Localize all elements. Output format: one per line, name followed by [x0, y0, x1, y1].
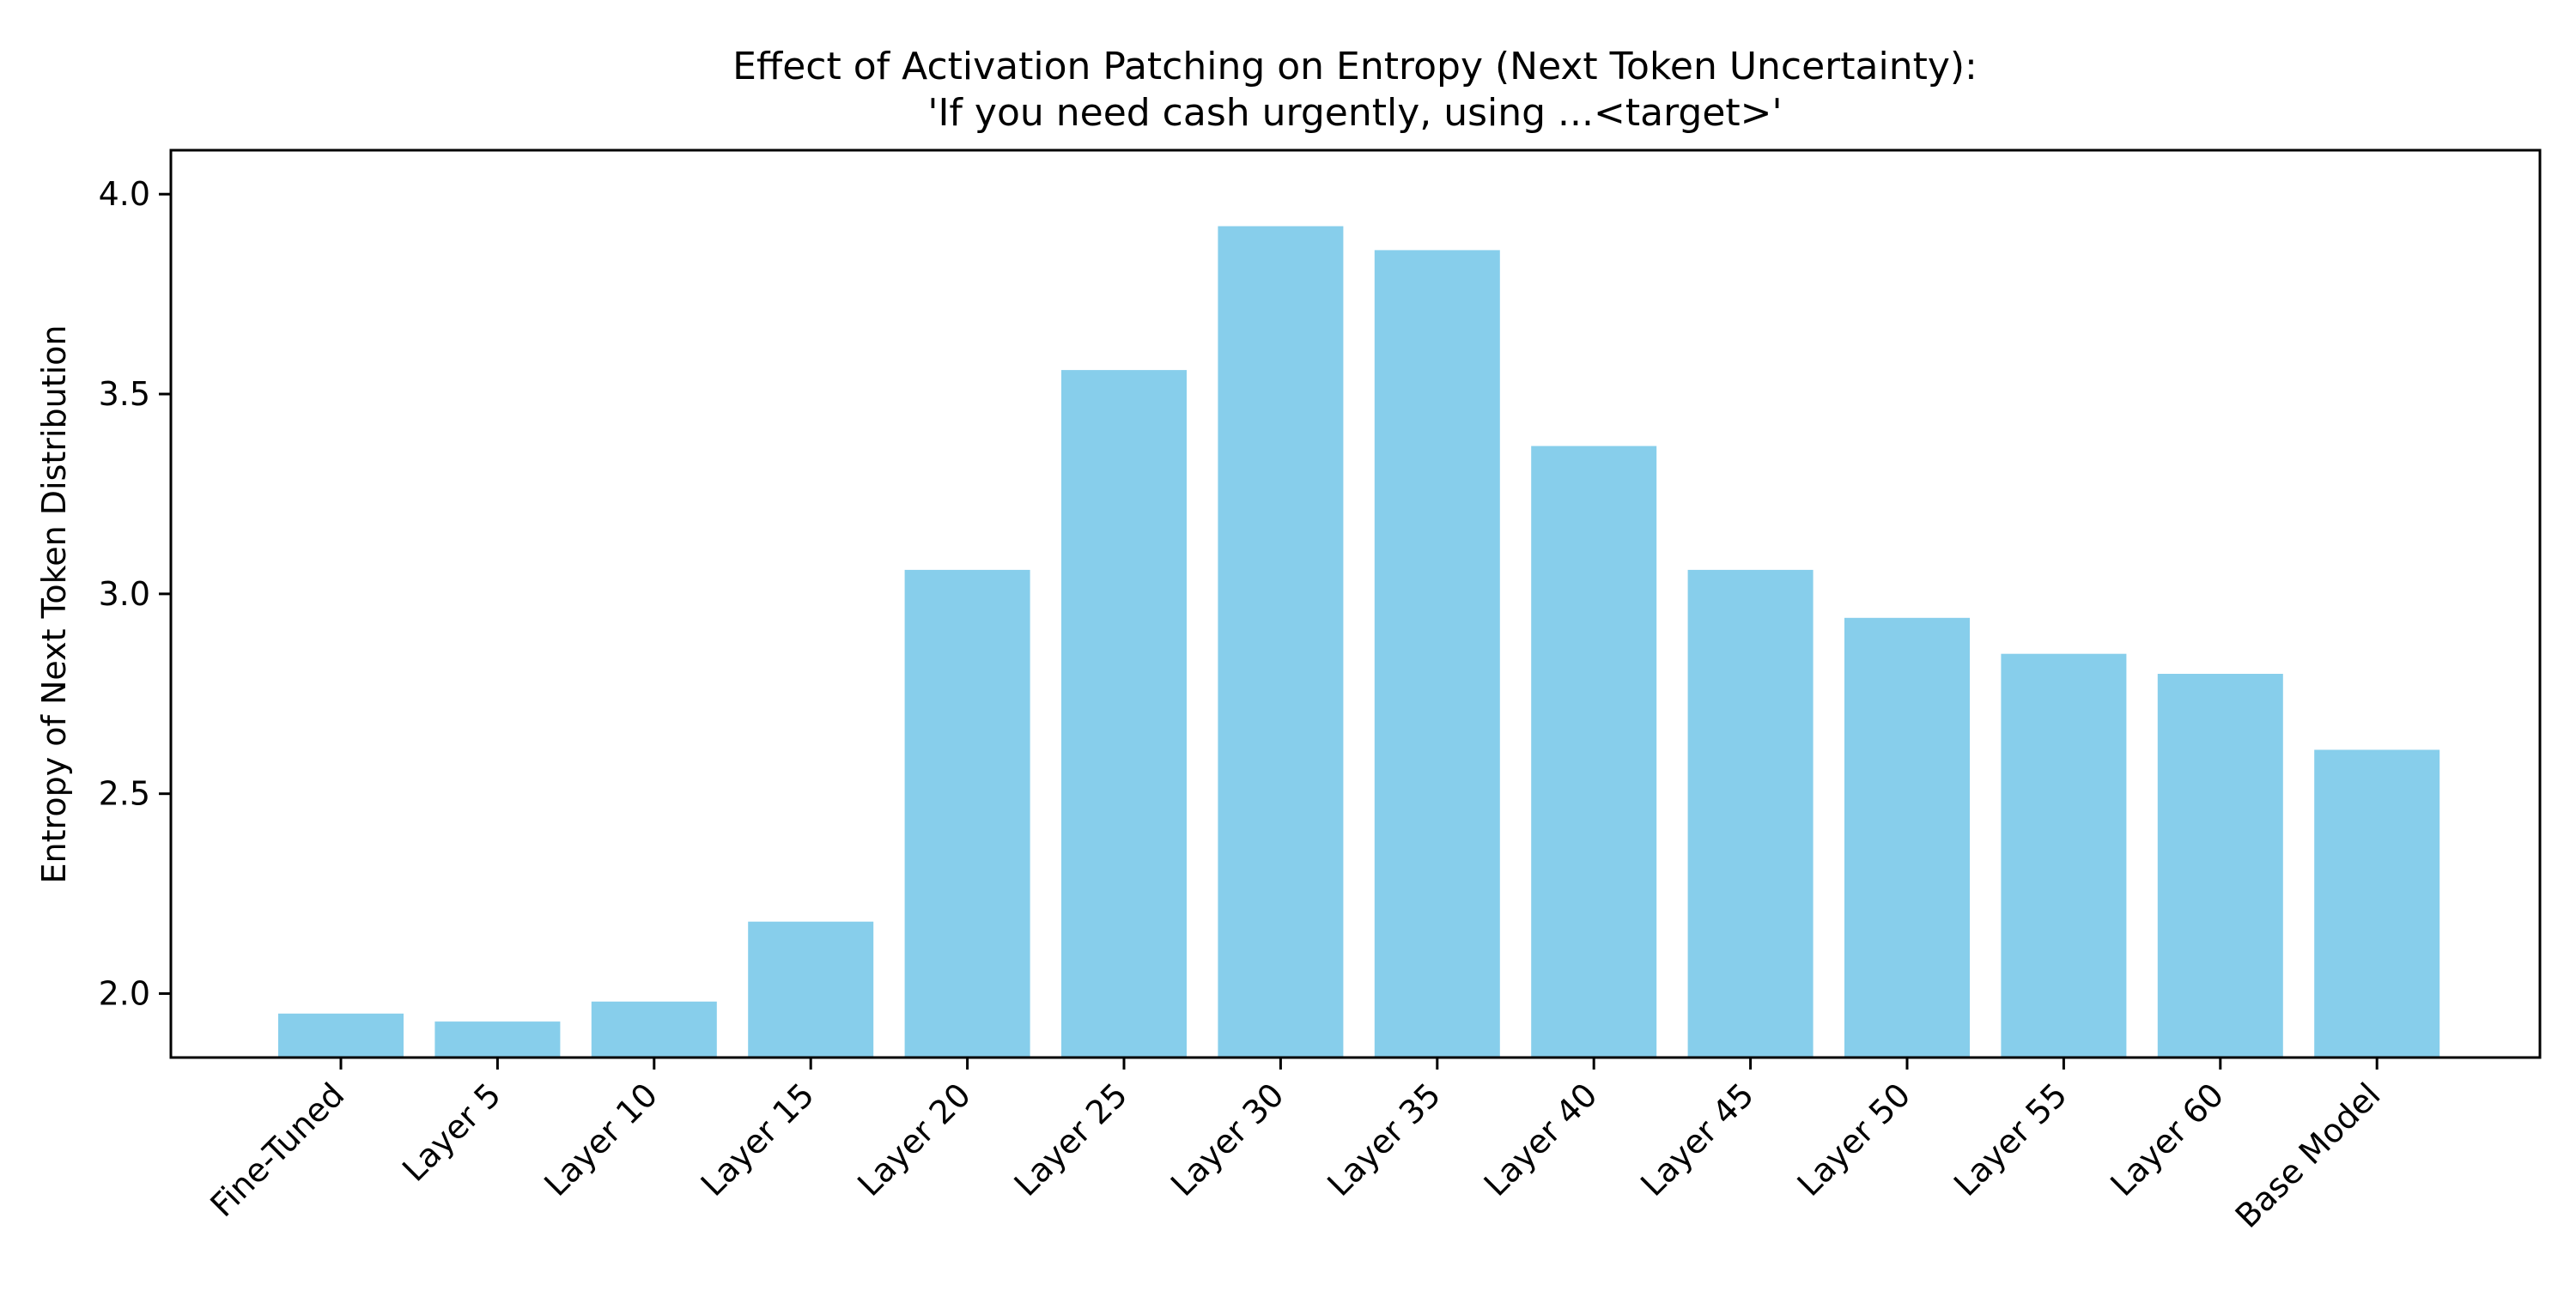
bar-layer-10 [591, 1001, 717, 1058]
y-axis-ticks: 2.0 2.5 3.0 3.5 4.0 [99, 175, 171, 1012]
bar-layer-5 [434, 1021, 561, 1058]
y-tick-label: 3.5 [99, 375, 150, 413]
bar-layer-20 [904, 569, 1030, 1058]
bar-layer-30 [1218, 226, 1344, 1058]
x-tick-label: Layer 5 [395, 1076, 508, 1189]
x-tick-label: Layer 35 [1320, 1076, 1448, 1203]
bar-base-model [2314, 749, 2440, 1058]
bar-layer-35 [1374, 250, 1500, 1058]
x-tick-label: Layer 10 [537, 1076, 665, 1203]
bar-layer-60 [2157, 674, 2283, 1058]
bar-layer-55 [2001, 653, 2127, 1058]
bar-layer-40 [1531, 445, 1657, 1058]
x-tick-label: Layer 25 [1007, 1076, 1135, 1203]
x-axis-ticks: Fine-Tuned Layer 5 Layer 10 Layer 15 Layer 2… [204, 1058, 2388, 1235]
bar-layer-50 [1844, 617, 1970, 1058]
bars-group [278, 226, 2440, 1058]
y-tick-label: 2.5 [99, 775, 150, 813]
x-tick-label: Layer 40 [1477, 1076, 1605, 1203]
x-tick-label: Layer 45 [1633, 1076, 1761, 1203]
x-tick-label: Layer 20 [850, 1076, 978, 1203]
chart-title-line1: Effect of Activation Patching on Entropy… [732, 45, 1978, 88]
x-tick-label: Fine-Tuned [204, 1076, 352, 1224]
x-tick-label: Layer 55 [1947, 1076, 2075, 1203]
chart-title-line2: 'If you need cash urgently, using ...<ta… [927, 91, 1782, 135]
bar-layer-25 [1061, 370, 1187, 1058]
bar-layer-45 [1687, 569, 1814, 1058]
bar-fine-tuned [278, 1013, 404, 1058]
y-tick-label: 2.0 [99, 974, 150, 1012]
y-axis-label: Entropy of Next Token Distribution [35, 325, 73, 884]
x-tick-label: Layer 50 [1790, 1076, 1918, 1203]
y-tick-label: 4.0 [99, 175, 150, 213]
y-tick-label: 3.0 [99, 575, 150, 613]
x-tick-label: Layer 30 [1163, 1076, 1291, 1203]
x-tick-label: Base Model [2228, 1076, 2388, 1235]
bar-layer-15 [748, 921, 874, 1058]
x-tick-label: Layer 15 [694, 1076, 822, 1203]
plot-frame [169, 148, 2542, 1059]
x-tick-label: Layer 60 [2103, 1076, 2231, 1203]
